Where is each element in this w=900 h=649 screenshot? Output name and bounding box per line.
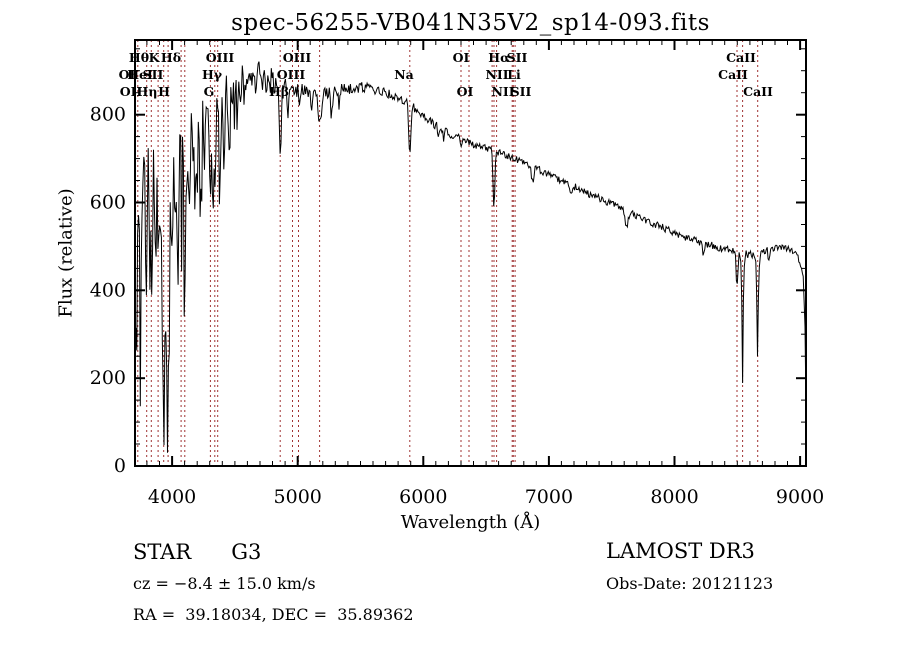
plot-title: spec-56255-VB041N35V2_sp14-093.fits bbox=[231, 10, 710, 36]
y-axis-label: Flux (relative) bbox=[55, 188, 77, 318]
spectral-line-label: NII bbox=[485, 67, 508, 82]
spectral-line-label: Hθ bbox=[129, 50, 149, 65]
spectrum-path bbox=[134, 61, 807, 453]
spectral-line-label: OII bbox=[120, 84, 143, 99]
spectral-line-label: SII bbox=[511, 84, 532, 99]
y-tick-label: 600 bbox=[90, 192, 126, 214]
spectral-line-label: CaII bbox=[718, 67, 748, 82]
x-tick-label: 7000 bbox=[525, 486, 573, 508]
spectral-line-label: Na bbox=[394, 67, 414, 82]
spectral-line-label: CaII bbox=[743, 84, 773, 99]
spectral-line-label: CaII bbox=[726, 50, 756, 65]
x-tick-label: 4000 bbox=[148, 486, 196, 508]
y-tick-label: 400 bbox=[90, 279, 126, 301]
y-tick-label: 800 bbox=[90, 104, 126, 126]
cz-velocity-text: cz = −8.4 ± 15.0 km/s bbox=[133, 574, 316, 593]
classification-text: STAR G3 bbox=[133, 540, 262, 564]
spectral-line-label: OIII bbox=[206, 50, 235, 65]
x-tick-label: 9000 bbox=[776, 486, 824, 508]
plot-frame bbox=[134, 39, 807, 467]
spectral-line-label: OI bbox=[457, 84, 474, 99]
spectral-line-label: SII bbox=[143, 67, 164, 82]
obs-date-text: Obs-Date: 20121123 bbox=[606, 574, 774, 593]
spectral-line-label: Hδ bbox=[161, 50, 181, 65]
spectral-line-label: H bbox=[158, 84, 170, 99]
x-axis-label: Wavelength (Å) bbox=[400, 512, 541, 533]
spectral-line-label: Li bbox=[507, 67, 521, 82]
x-tick-label: 5000 bbox=[274, 486, 322, 508]
spectral-line-label: G bbox=[204, 84, 215, 99]
survey-release-text: LAMOST DR3 bbox=[606, 539, 755, 563]
spectral-line-label: Hβ bbox=[269, 84, 289, 99]
spectral-line-label: Hα bbox=[488, 50, 510, 65]
spectral-line-label: NII bbox=[491, 84, 514, 99]
spectral-line-label: Hγ bbox=[202, 67, 223, 82]
spectral-line-label: SII bbox=[507, 50, 528, 65]
spectral-line-label: HeI bbox=[127, 67, 153, 82]
spectral-line-label: OI bbox=[119, 67, 136, 82]
spectral-line-label: Hη bbox=[137, 84, 158, 99]
y-tick-label: 0 bbox=[114, 455, 126, 477]
ra-dec-text: RA = 39.18034, DEC = 35.89362 bbox=[133, 605, 414, 624]
x-tick-label: 6000 bbox=[399, 486, 447, 508]
x-tick-label: 8000 bbox=[650, 486, 698, 508]
spectral-line-label: OIII bbox=[283, 50, 312, 65]
spectral-line-label: OIII bbox=[277, 67, 306, 82]
spectral-line-label: OI bbox=[453, 50, 470, 65]
y-tick-label: 200 bbox=[90, 367, 126, 389]
spectral-line-label: K bbox=[149, 50, 161, 65]
